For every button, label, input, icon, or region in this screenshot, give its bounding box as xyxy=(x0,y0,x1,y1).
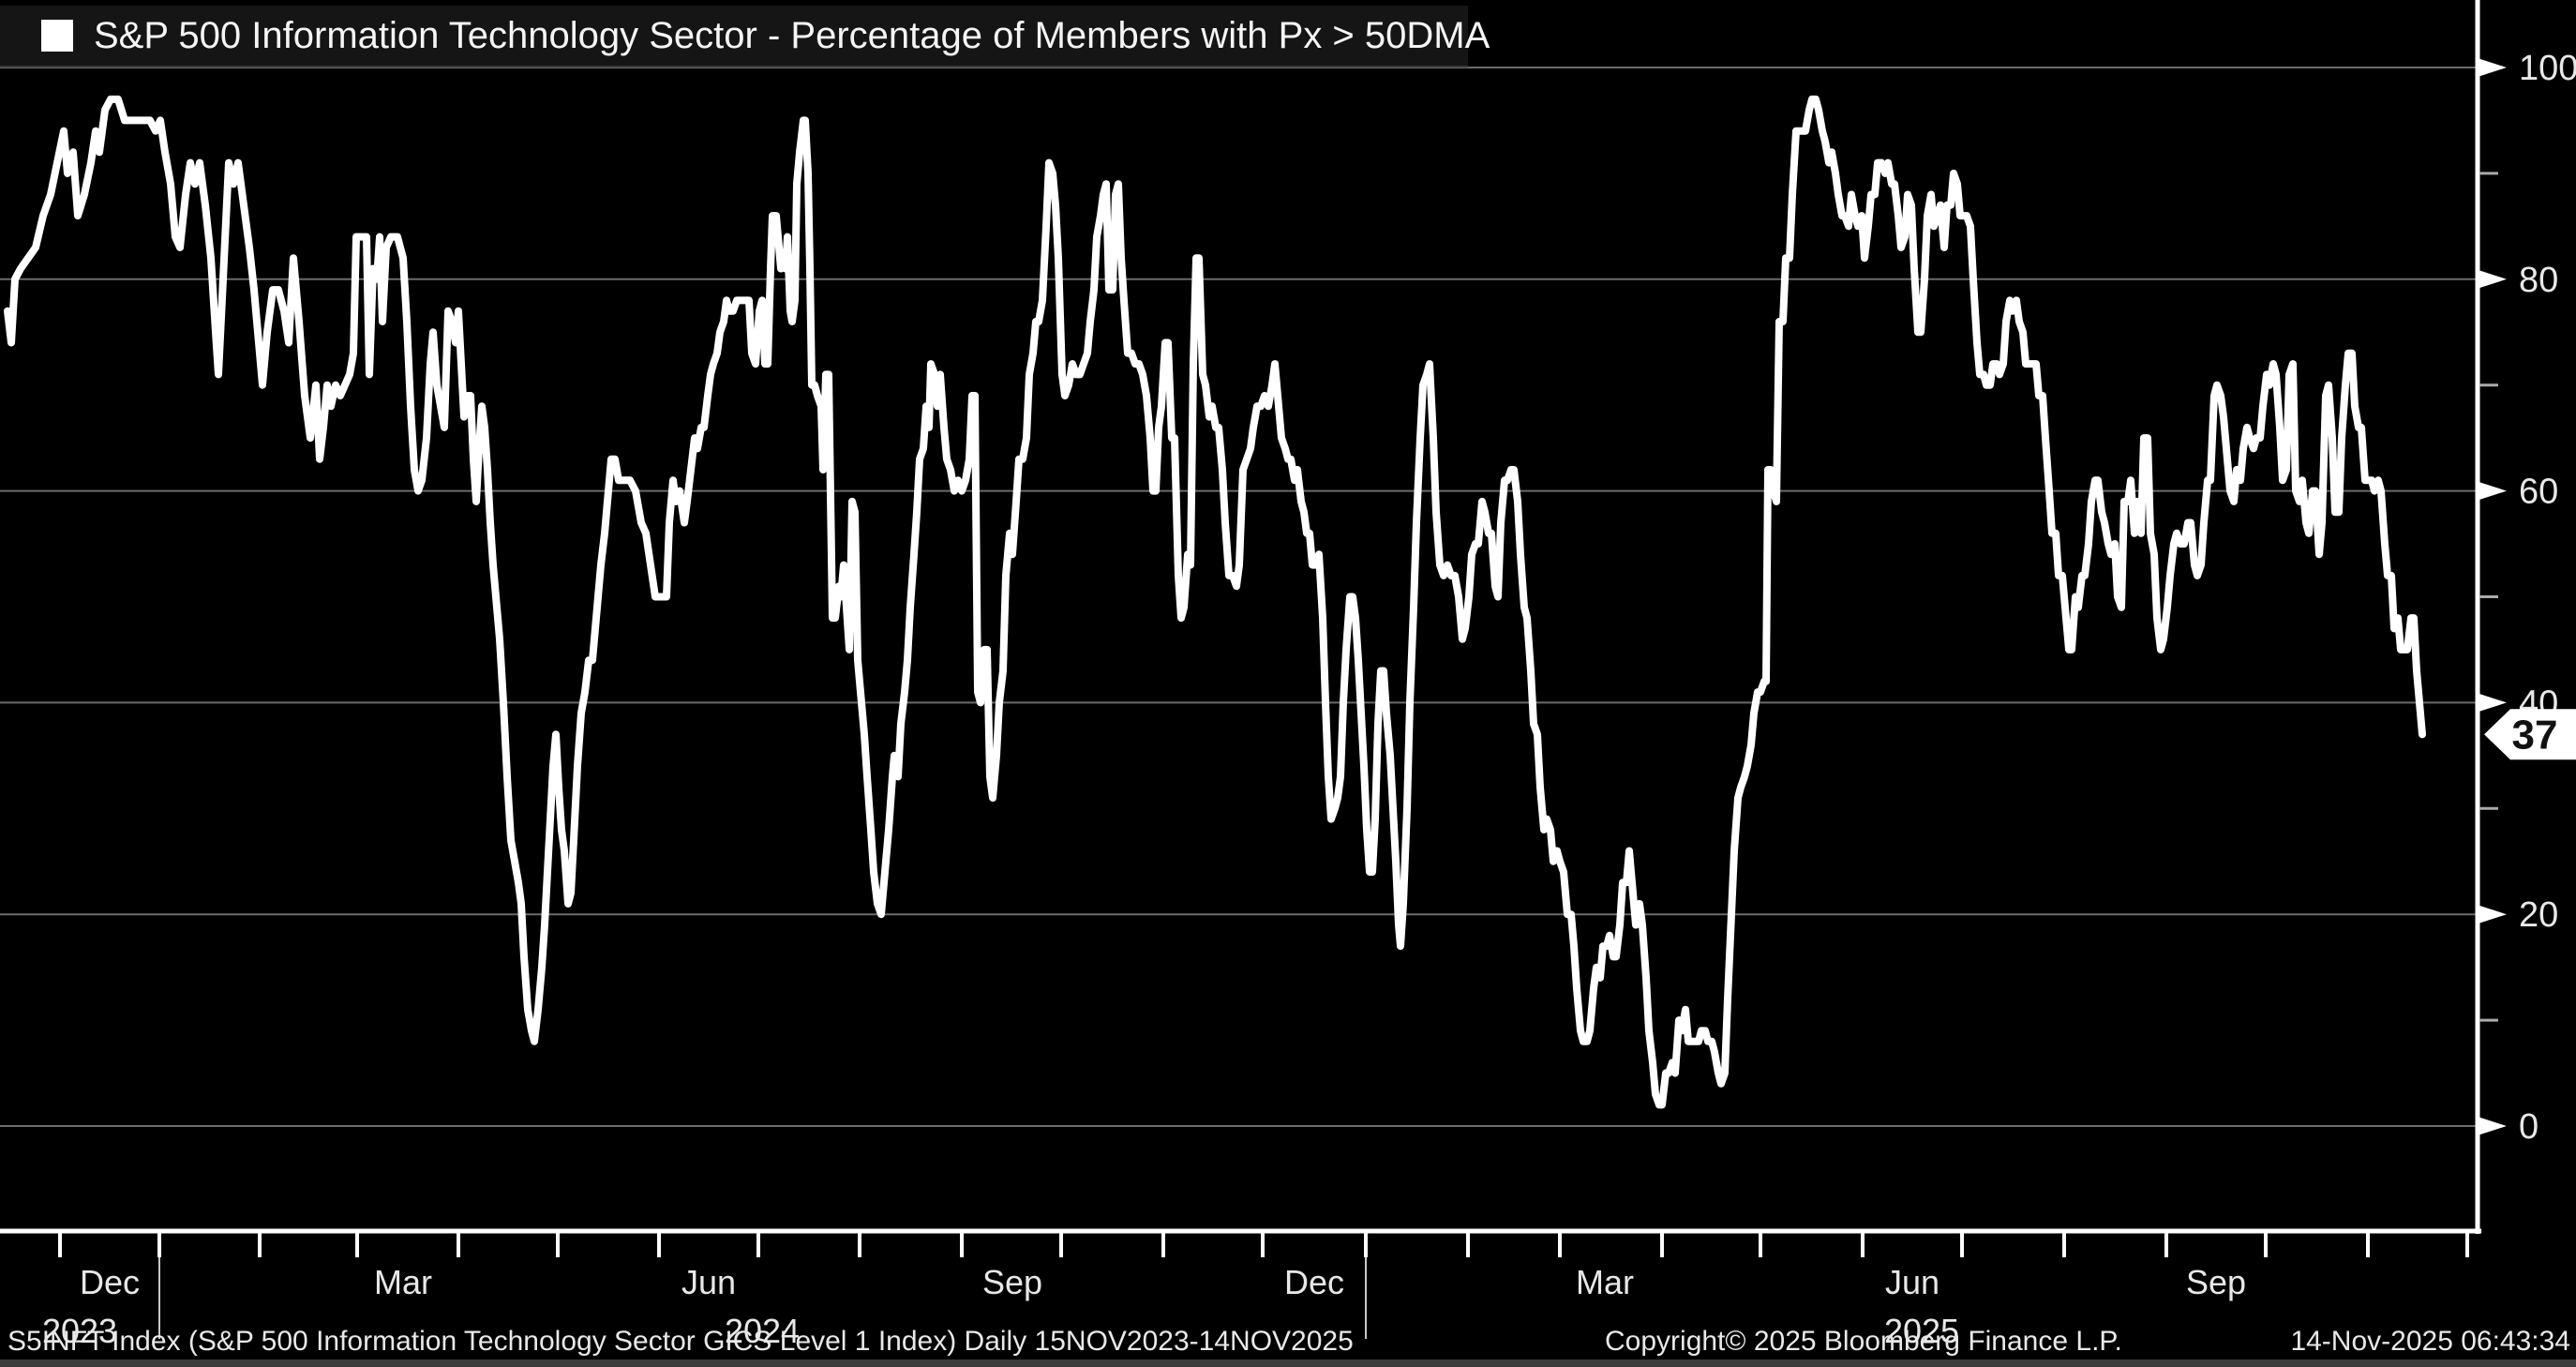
y-tick-arrow-icon xyxy=(2478,481,2507,501)
y-tick-arrow-icon xyxy=(2478,58,2507,77)
footer-security-description: S5INFT Index (S&P 500 Information Techno… xyxy=(7,1326,1354,1357)
last-value-marker xyxy=(2484,709,2576,760)
x-quarter-label: Mar xyxy=(374,1263,432,1301)
y-tick-label: 80 xyxy=(2519,261,2558,300)
x-year-label: 2023 xyxy=(42,1312,117,1350)
y-tick-label: 60 xyxy=(2519,473,2558,512)
x-quarter-label: Sep xyxy=(982,1263,1042,1301)
price-line xyxy=(4,95,2426,1109)
y-tick-arrow-icon xyxy=(2478,1117,2507,1135)
chart-title: S&P 500 Information Technology Sector - … xyxy=(94,14,1490,56)
y-tick-label: 20 xyxy=(2519,895,2558,935)
series-legend-swatch-icon xyxy=(41,20,73,52)
last-value-label: 37 xyxy=(2512,712,2558,758)
x-quarter-label: Jun xyxy=(681,1263,736,1301)
chart-title-bar: S&P 500 Information Technology Sector - … xyxy=(0,6,1490,68)
x-quarter-label: Sep xyxy=(2186,1263,2246,1301)
y-tick-arrow-icon xyxy=(2478,269,2507,289)
window-bottom-edge xyxy=(0,1359,2576,1367)
x-quarter-label: Jun xyxy=(1885,1263,1939,1301)
y-tick-label: 0 xyxy=(2519,1107,2539,1147)
footer-timestamp: 14-Nov-2025 06:43:34 xyxy=(2290,1326,2570,1357)
y-tick-arrow-icon xyxy=(2478,693,2507,713)
y-tick-arrow-icon xyxy=(2478,905,2507,924)
x-year-label: 2024 xyxy=(725,1312,800,1350)
x-year-label: 2025 xyxy=(1884,1312,1959,1350)
x-quarter-label: Mar xyxy=(1576,1263,1634,1301)
x-quarter-label: Dec xyxy=(80,1263,140,1301)
footer-copyright: Copyright© 2025 Bloomberg Finance L.P. xyxy=(1605,1326,2122,1357)
y-tick-label: 100 xyxy=(2519,49,2576,88)
x-quarter-label: Dec xyxy=(1284,1263,1344,1301)
